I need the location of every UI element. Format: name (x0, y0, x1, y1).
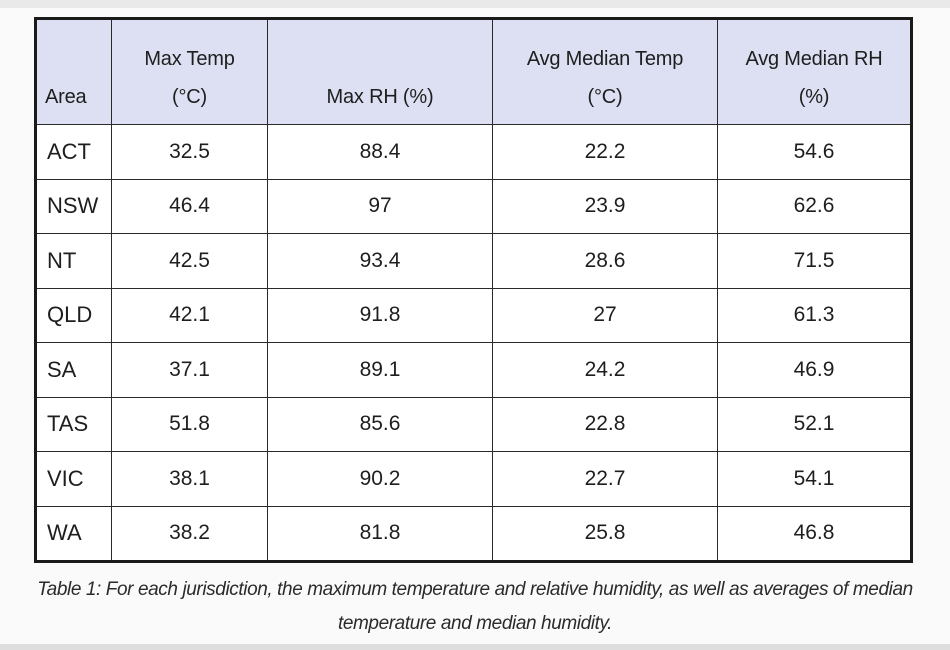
avg-rh-cell: 61.3 (717, 287, 912, 343)
caption-line-1: Table 1: For each jurisdiction, the maxi… (37, 579, 913, 600)
table-row: WA 38.2 81.8 25.8 46.8 (35, 505, 912, 562)
caption-line-2: temperature and median humidity. (337, 613, 613, 634)
max-rh-cell: 93.4 (267, 233, 493, 289)
area-cell: TAS (35, 396, 112, 452)
max-rh-cell: 90.2 (267, 451, 493, 507)
max-rh-cell: 91.8 (267, 287, 493, 343)
avg-rh-cell: 62.6 (717, 178, 912, 234)
max-rh-cell: 85.6 (267, 396, 493, 452)
header-area-label: Area (45, 86, 87, 108)
table-row: TAS 51.8 85.6 22.8 52.1 (35, 396, 912, 452)
header-avg-temp-line2: (°C) (587, 86, 623, 108)
max-temp-cell: 38.2 (111, 505, 268, 562)
header-avg-rh-line2: (%) (798, 86, 830, 108)
header-max-rh: Max RH (%) (267, 18, 493, 125)
avg-temp-cell: 24.2 (492, 342, 718, 398)
table-body: ACT 32.5 88.4 22.2 54.6 NSW 46.4 97 23.9… (35, 124, 912, 562)
max-rh-cell: 89.1 (267, 342, 493, 398)
header-area: Area (35, 18, 112, 125)
avg-rh-cell: 71.5 (717, 233, 912, 289)
table-row: SA 37.1 89.1 24.2 46.9 (35, 342, 912, 398)
max-rh-cell: 81.8 (267, 505, 493, 562)
max-temp-cell: 46.4 (111, 178, 268, 234)
max-temp-cell: 42.5 (111, 233, 268, 289)
max-temp-cell: 51.8 (111, 396, 268, 452)
avg-temp-cell: 27 (492, 287, 718, 343)
header-avg-median-temp: Avg Median Temp (°C) (492, 18, 718, 125)
avg-temp-cell: 25.8 (492, 505, 718, 562)
avg-temp-cell: 22.7 (492, 451, 718, 507)
header-row: Area Max Temp (°C) Max RH (%) Avg Median… (35, 18, 912, 125)
area-cell: QLD (35, 287, 112, 343)
bottom-divider (0, 644, 950, 650)
max-temp-cell: 32.5 (111, 124, 268, 180)
climate-data-table: Area Max Temp (°C) Max RH (%) Avg Median… (34, 17, 913, 563)
area-cell: WA (35, 505, 112, 562)
max-rh-cell: 88.4 (267, 124, 493, 180)
table-row: ACT 32.5 88.4 22.2 54.6 (35, 124, 912, 180)
header-avg-temp-line1: Avg Median Temp (526, 48, 684, 70)
avg-rh-cell: 54.6 (717, 124, 912, 180)
avg-rh-cell: 52.1 (717, 396, 912, 452)
avg-temp-cell: 22.2 (492, 124, 718, 180)
header-max-temp-line1: Max Temp (144, 48, 235, 70)
avg-rh-cell: 46.8 (717, 505, 912, 562)
max-rh-cell: 97 (267, 178, 493, 234)
avg-temp-cell: 22.8 (492, 396, 718, 452)
max-temp-cell: 38.1 (111, 451, 268, 507)
avg-rh-cell: 46.9 (717, 342, 912, 398)
max-temp-cell: 42.1 (111, 287, 268, 343)
area-cell: NSW (35, 178, 112, 234)
header-max-temp-line2: (°C) (172, 86, 207, 108)
area-cell: ACT (35, 124, 112, 180)
table-row: VIC 38.1 90.2 22.7 54.1 (35, 451, 912, 507)
top-divider (0, 0, 950, 8)
area-cell: VIC (35, 451, 112, 507)
header-avg-median-rh: Avg Median RH (%) (717, 18, 912, 125)
table-header: Area Max Temp (°C) Max RH (%) Avg Median… (35, 18, 912, 125)
header-avg-rh-line1: Avg Median RH (745, 48, 883, 70)
header-max-temp: Max Temp (°C) (111, 18, 268, 125)
table-row: NSW 46.4 97 23.9 62.6 (35, 178, 912, 234)
avg-rh-cell: 54.1 (717, 451, 912, 507)
max-temp-cell: 37.1 (111, 342, 268, 398)
area-cell: NT (35, 233, 112, 289)
table-caption: Table 1: For each jurisdiction, the maxi… (0, 573, 950, 641)
table-row: NT 42.5 93.4 28.6 71.5 (35, 233, 912, 289)
header-max-rh-label: Max RH (%) (326, 86, 434, 108)
area-cell: SA (35, 342, 112, 398)
avg-temp-cell: 28.6 (492, 233, 718, 289)
avg-temp-cell: 23.9 (492, 178, 718, 234)
table-row: QLD 42.1 91.8 27 61.3 (35, 287, 912, 343)
